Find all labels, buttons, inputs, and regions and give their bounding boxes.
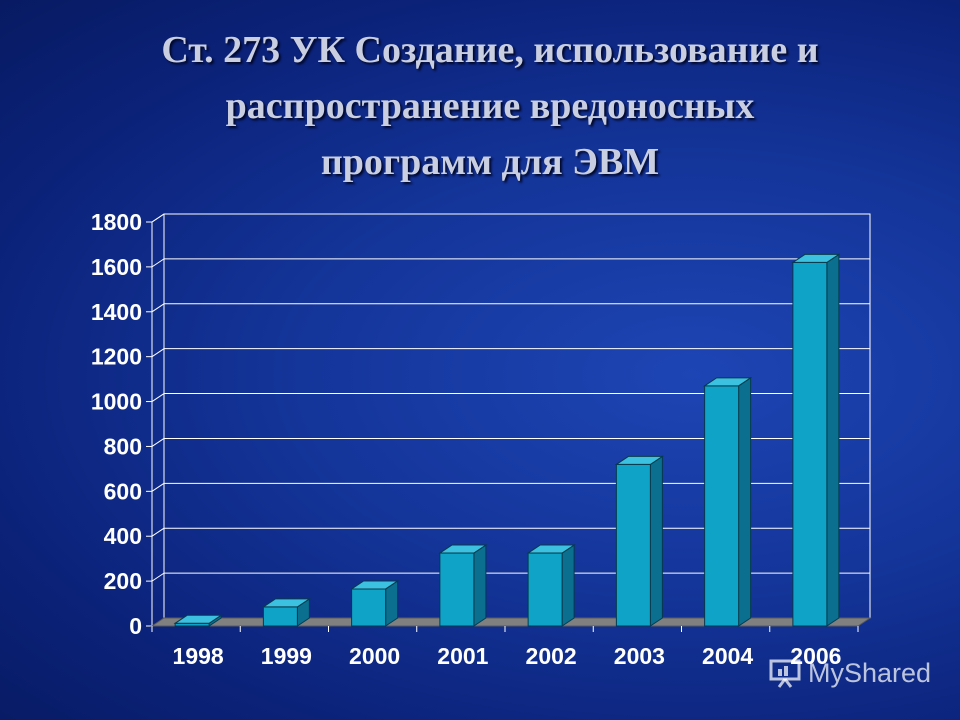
x-tick-label: 2004 — [702, 643, 753, 669]
bar-side — [738, 376, 752, 627]
chart-floor — [150, 617, 872, 627]
x-tick-label: 2002 — [526, 643, 577, 669]
bar-top — [614, 455, 665, 465]
bar — [615, 463, 651, 627]
y-tick-label: 1400 — [91, 299, 142, 325]
gridline-side — [151, 572, 165, 582]
y-tick-label: 0 — [129, 613, 142, 639]
bar-side — [649, 455, 663, 627]
bar-top — [438, 544, 488, 554]
y-tick-label: 600 — [104, 478, 142, 504]
x-tick-label: 1999 — [261, 643, 312, 669]
y-tick-label: 1600 — [91, 254, 142, 280]
y-tick-label: 1200 — [91, 344, 142, 370]
gridline-side — [151, 258, 165, 268]
x-tick-label: 1998 — [173, 643, 224, 669]
bar — [439, 552, 475, 627]
bar — [351, 588, 387, 627]
gridline-side — [151, 348, 165, 358]
bar — [704, 385, 740, 627]
bar — [262, 606, 298, 627]
title-line-2: распространение вредоносных — [225, 85, 755, 127]
bar-top — [791, 253, 841, 263]
x-tick-label: 2003 — [614, 643, 665, 669]
y-axis-top — [151, 213, 165, 223]
y-tick-label: 800 — [104, 433, 142, 459]
watermark-text: MyShared — [808, 658, 932, 688]
bar-top — [349, 580, 400, 590]
y-tick-label: 1000 — [91, 389, 142, 415]
bar-side — [473, 544, 487, 627]
slide-title: Ст. 273 УК Создание, использование и рас… — [0, 22, 960, 190]
x-tick-label: 2001 — [437, 643, 488, 669]
bar — [527, 552, 563, 627]
presentation-icon — [769, 659, 801, 688]
gridline-side — [151, 393, 165, 402]
gridline-side — [151, 438, 165, 447]
gridline-side — [151, 482, 165, 492]
bar-side — [561, 544, 575, 627]
x-tick-label: 2000 — [349, 643, 400, 669]
chart-back-wall — [163, 213, 871, 619]
gridline-side — [151, 527, 165, 537]
bar-top — [526, 544, 576, 554]
title-line-1: Ст. 273 УК Создание, использование и — [161, 29, 819, 71]
bar-top — [173, 614, 223, 624]
bar — [792, 261, 828, 627]
bar-top — [261, 598, 312, 608]
bar-top — [702, 377, 753, 387]
y-tick-label: 200 — [104, 568, 142, 594]
y-tick-label: 400 — [104, 523, 142, 549]
gridline-side — [151, 303, 165, 313]
bar-side — [826, 253, 840, 627]
title-line-3: программ для ЭВМ — [320, 141, 660, 183]
watermark: MyShared — [768, 656, 931, 690]
y-tick-label: 1800 — [91, 209, 142, 235]
